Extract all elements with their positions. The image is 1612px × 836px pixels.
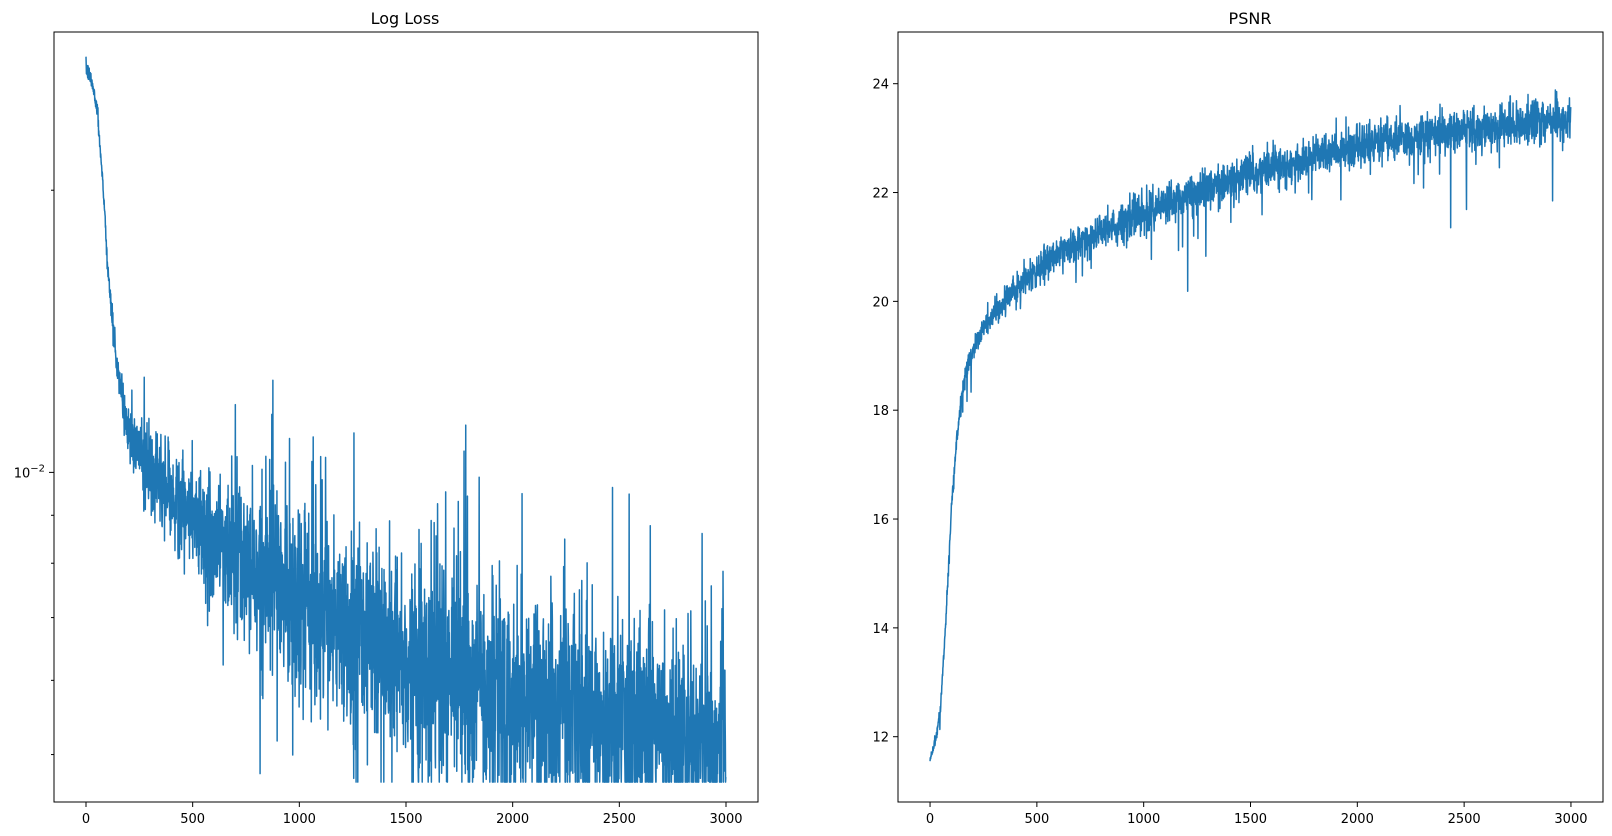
x-tick-label: 2000 (496, 812, 529, 827)
x-tick-label: 1500 (389, 812, 422, 827)
x-tick-label: 1000 (1127, 812, 1160, 827)
y-tick-label: 16 (872, 513, 889, 528)
x-tick-label: 1500 (1234, 812, 1267, 827)
chart-title: PSNR (1229, 9, 1272, 28)
psnr-panel: PSNR 0 500 1000 1500 2000 2500 3000 12 14 16 18 20 2… (872, 9, 1604, 827)
y-tick-label: 24 (872, 78, 889, 93)
y-tick-label: 10−2 (14, 463, 45, 481)
y-tick-label: 14 (872, 622, 889, 637)
x-tick-label: 2500 (1448, 812, 1481, 827)
y-tick-label: 18 (872, 404, 889, 419)
psnr-plot-area (929, 89, 1572, 762)
chart-title: Log Loss (371, 9, 440, 28)
log-loss-plot-area (85, 56, 727, 783)
y-tick-label: 12 (872, 731, 889, 746)
x-tick-label: 0 (82, 812, 90, 827)
x-tick-label: 2000 (1341, 812, 1374, 827)
log-loss-panel: Log Loss 0 500 1000 1500 2000 2500 3000 10−2 (14, 9, 759, 827)
x-tick-label: 2500 (603, 812, 636, 827)
y-tick-label: 22 (872, 187, 889, 202)
x-tick-label: 500 (1024, 812, 1049, 827)
y-tick-label: 20 (872, 295, 889, 310)
x-tick-label: 500 (180, 812, 205, 827)
series-line (85, 56, 727, 783)
x-tick-label: 1000 (283, 812, 316, 827)
x-tick-label: 3000 (709, 812, 742, 827)
series-line (929, 89, 1572, 762)
x-tick-label: 3000 (1554, 812, 1587, 827)
x-tick-label: 0 (926, 812, 934, 827)
